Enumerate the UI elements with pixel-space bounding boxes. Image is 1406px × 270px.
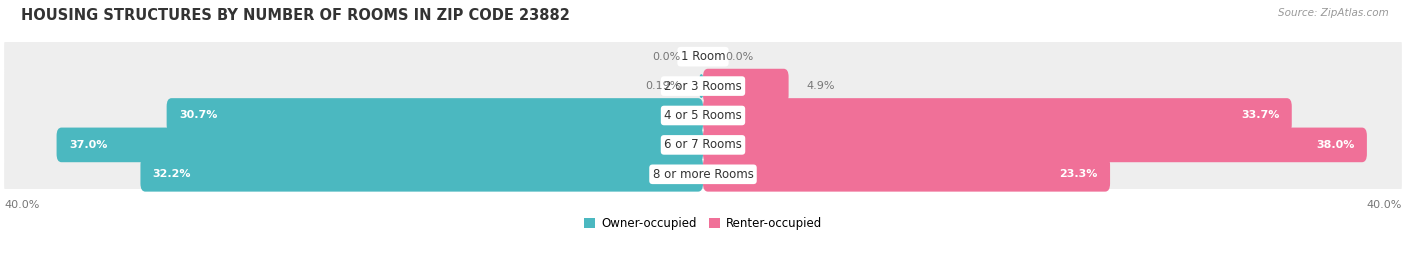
FancyBboxPatch shape: [167, 98, 703, 133]
Text: 38.0%: 38.0%: [1316, 140, 1354, 150]
Text: 40.0%: 40.0%: [4, 200, 39, 210]
FancyBboxPatch shape: [703, 69, 789, 103]
Text: Source: ZipAtlas.com: Source: ZipAtlas.com: [1278, 8, 1389, 18]
FancyBboxPatch shape: [4, 36, 1402, 77]
Text: 1 Room: 1 Room: [681, 50, 725, 63]
FancyBboxPatch shape: [4, 95, 1402, 136]
Text: 4 or 5 Rooms: 4 or 5 Rooms: [664, 109, 742, 122]
Legend: Owner-occupied, Renter-occupied: Owner-occupied, Renter-occupied: [583, 217, 823, 230]
Text: 6 or 7 Rooms: 6 or 7 Rooms: [664, 139, 742, 151]
FancyBboxPatch shape: [141, 157, 703, 192]
Text: 37.0%: 37.0%: [69, 140, 107, 150]
FancyBboxPatch shape: [703, 127, 1367, 162]
Text: HOUSING STRUCTURES BY NUMBER OF ROOMS IN ZIP CODE 23882: HOUSING STRUCTURES BY NUMBER OF ROOMS IN…: [21, 8, 569, 23]
Text: 8 or more Rooms: 8 or more Rooms: [652, 168, 754, 181]
Text: 33.7%: 33.7%: [1241, 110, 1279, 120]
Text: 40.0%: 40.0%: [1367, 200, 1402, 210]
Text: 32.2%: 32.2%: [153, 169, 191, 179]
FancyBboxPatch shape: [4, 66, 1402, 106]
FancyBboxPatch shape: [703, 157, 1111, 192]
FancyBboxPatch shape: [4, 154, 1402, 195]
Text: 0.0%: 0.0%: [652, 52, 681, 62]
FancyBboxPatch shape: [703, 98, 1292, 133]
FancyBboxPatch shape: [700, 74, 703, 98]
Text: 23.3%: 23.3%: [1060, 169, 1098, 179]
Text: 30.7%: 30.7%: [179, 110, 218, 120]
Text: 2 or 3 Rooms: 2 or 3 Rooms: [664, 80, 742, 93]
Text: 0.19%: 0.19%: [645, 81, 681, 91]
FancyBboxPatch shape: [56, 127, 703, 162]
Text: 0.0%: 0.0%: [725, 52, 754, 62]
Text: 4.9%: 4.9%: [806, 81, 835, 91]
FancyBboxPatch shape: [4, 124, 1402, 165]
